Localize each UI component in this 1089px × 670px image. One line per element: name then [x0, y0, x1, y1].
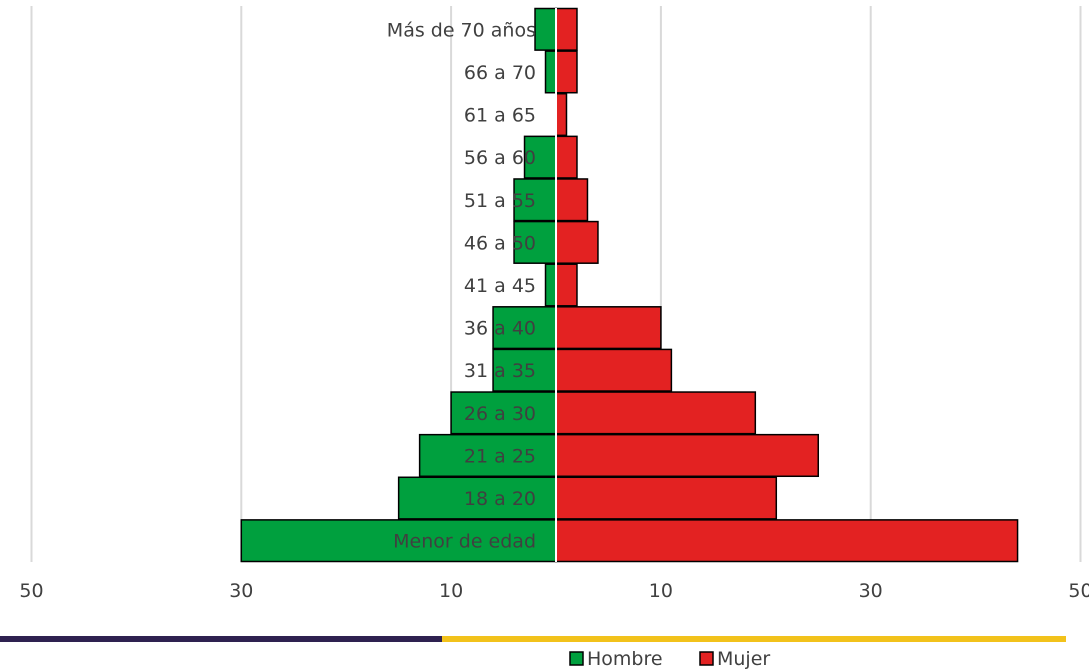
decor-bar-right [442, 636, 1066, 642]
category-label-5: 36 a 40 [464, 318, 536, 340]
x-tick-label-3: 10 [649, 580, 673, 602]
category-label-7: 46 a 50 [464, 232, 536, 254]
bar-hombre-12 [534, 7, 557, 51]
bar-mujer-9 [555, 135, 578, 179]
bar-mujer-11 [555, 50, 578, 94]
bar-mujer-6 [555, 263, 578, 307]
legend-swatch-hombre [569, 651, 584, 666]
decor-bar-left [0, 636, 442, 642]
legend: Hombre Mujer [569, 648, 770, 670]
bar-mujer-5 [555, 306, 662, 350]
bar-mujer-12 [555, 7, 578, 51]
bar-mujer-10 [555, 92, 568, 137]
bar-mujer-1 [555, 476, 778, 520]
x-tick-label-5: 50 [1068, 580, 1089, 602]
category-label-1: 18 a 20 [464, 488, 536, 510]
category-label-8: 51 a 55 [464, 190, 536, 212]
category-label-0: Menor de edad [393, 531, 536, 553]
bar-hombre-7 [513, 220, 557, 264]
bar-hombre-9 [523, 135, 557, 179]
bar-hombre-11 [544, 50, 557, 94]
bar-mujer-0 [555, 519, 1019, 563]
bar-hombre-6 [544, 263, 557, 307]
category-label-10: 61 a 65 [464, 105, 536, 127]
category-labels: Menor de edad 18 a 20 21 a 25 26 a 30 31 a 3… [387, 19, 536, 552]
category-label-3: 26 a 30 [464, 403, 536, 425]
bar-mujer-3 [555, 391, 757, 435]
decorative-bar [0, 636, 1066, 642]
gridlines [30, 6, 1082, 562]
x-axis-tick-labels: 50 30 10 10 30 50 [19, 580, 1089, 602]
bar-hombre-4 [492, 348, 557, 392]
x-tick-label-4: 30 [859, 580, 883, 602]
x-tick-label-0: 50 [19, 580, 43, 602]
x-tick-label-2: 10 [439, 580, 463, 602]
bar-mujer-4 [555, 348, 673, 392]
category-label-4: 31 a 35 [464, 360, 536, 382]
legend-label-mujer: Mujer [717, 648, 770, 670]
category-label-12: Más de 70 años [387, 19, 536, 41]
bar-hombre-8 [513, 178, 557, 222]
legend-swatch-mujer [699, 651, 714, 666]
bar-mujer-8 [555, 178, 589, 222]
bar-mujer-7 [555, 220, 599, 264]
category-label-11: 66 a 70 [464, 62, 536, 84]
bar-hombre-3 [450, 391, 557, 435]
category-label-6: 41 a 45 [464, 275, 536, 297]
legend-label-hombre: Hombre [587, 648, 663, 670]
category-label-9: 56 a 60 [464, 147, 536, 169]
bar-mujer-2 [555, 433, 819, 478]
bar-hombre-5 [492, 306, 557, 350]
bar-hombre-0 [240, 519, 557, 563]
bars [240, 7, 1019, 563]
category-label-2: 21 a 25 [464, 445, 536, 467]
x-tick-label-1: 30 [229, 580, 253, 602]
